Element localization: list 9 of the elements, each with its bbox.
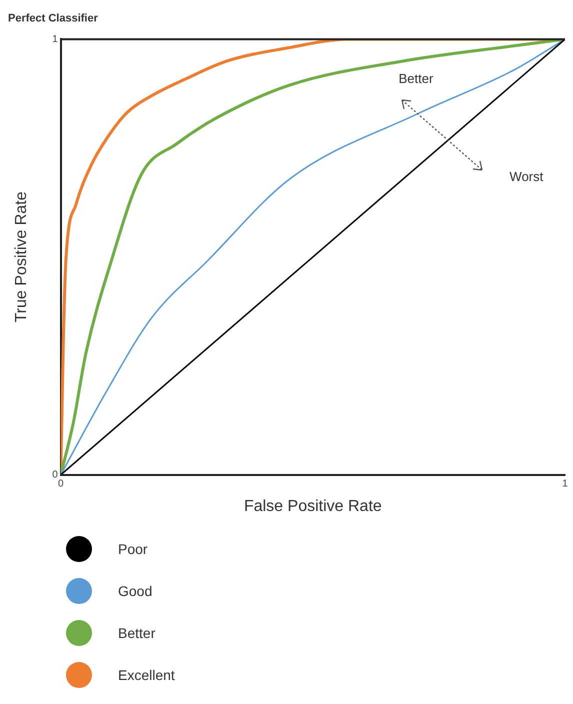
y-axis-title: True Positive Rate	[13, 191, 30, 323]
x-axis-title: False Positive Rate	[244, 498, 382, 515]
annotation: Better	[398, 70, 434, 86]
legend-label: Better	[118, 625, 156, 641]
legend-label: Good	[118, 583, 152, 599]
legend-label: Excellent	[118, 667, 175, 683]
legend-label: Poor	[118, 541, 148, 557]
annotation: Worst	[510, 168, 544, 184]
chart-title: Perfect Classifier	[8, 12, 99, 25]
